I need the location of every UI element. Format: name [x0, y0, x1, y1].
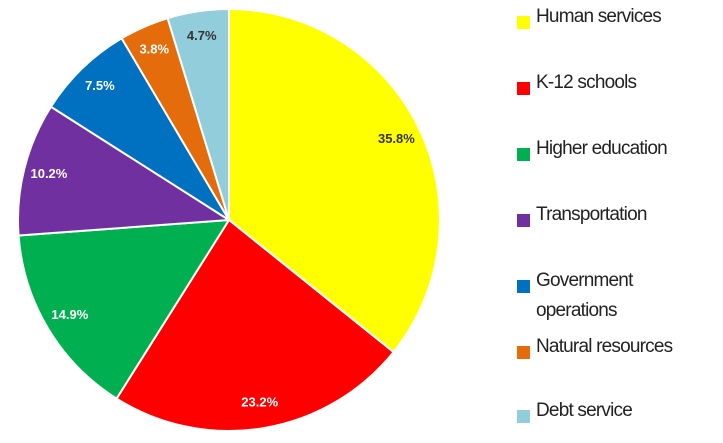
- legend-item: Human services: [517, 6, 717, 32]
- legend-label: Debt service: [536, 400, 633, 421]
- legend-label: Government operations: [536, 270, 633, 321]
- data-label: 10.2%: [30, 166, 67, 181]
- pie-slice: [17, 218, 231, 400]
- data-label: 23.2%: [241, 395, 278, 410]
- legend-label: K-12 schools: [536, 72, 637, 93]
- legend-swatch: [517, 82, 530, 95]
- legend-item: Debt service: [517, 400, 717, 426]
- legend-label: Higher education: [536, 138, 668, 159]
- legend-swatch: [517, 214, 530, 227]
- data-label: 7.5%: [85, 78, 115, 93]
- legend-label: Human services: [536, 6, 662, 27]
- legend-swatch: [517, 148, 530, 161]
- legend-swatch: [517, 410, 530, 423]
- chart: 35.8% 23.2% 14.9% 10.2% 7.5% 3.8% 4.7%: [17, 7, 441, 432]
- pie-slice: [228, 7, 441, 354]
- pie-slice: [115, 218, 395, 432]
- legend-swatch: [517, 346, 530, 359]
- legend-item: Higher education: [517, 138, 717, 164]
- legend-item: K-12 schools: [517, 72, 717, 98]
- data-label: 3.8%: [139, 41, 169, 56]
- legend-item: Government operations: [517, 270, 717, 326]
- legend-label: Transportation: [536, 204, 647, 225]
- legend-item: Transportation: [517, 204, 717, 230]
- data-label: 4.7%: [187, 28, 217, 43]
- legend-label: Natural resources: [536, 336, 673, 357]
- legend-item: Natural resources: [517, 336, 717, 362]
- pie-slice: [166, 7, 230, 221]
- legend-swatch: [517, 280, 530, 293]
- legend-swatch: [517, 16, 530, 29]
- data-label: 35.8%: [378, 131, 415, 146]
- pie-slice: [17, 105, 233, 237]
- pie-slice: [49, 36, 230, 221]
- data-label: 14.9%: [51, 307, 88, 322]
